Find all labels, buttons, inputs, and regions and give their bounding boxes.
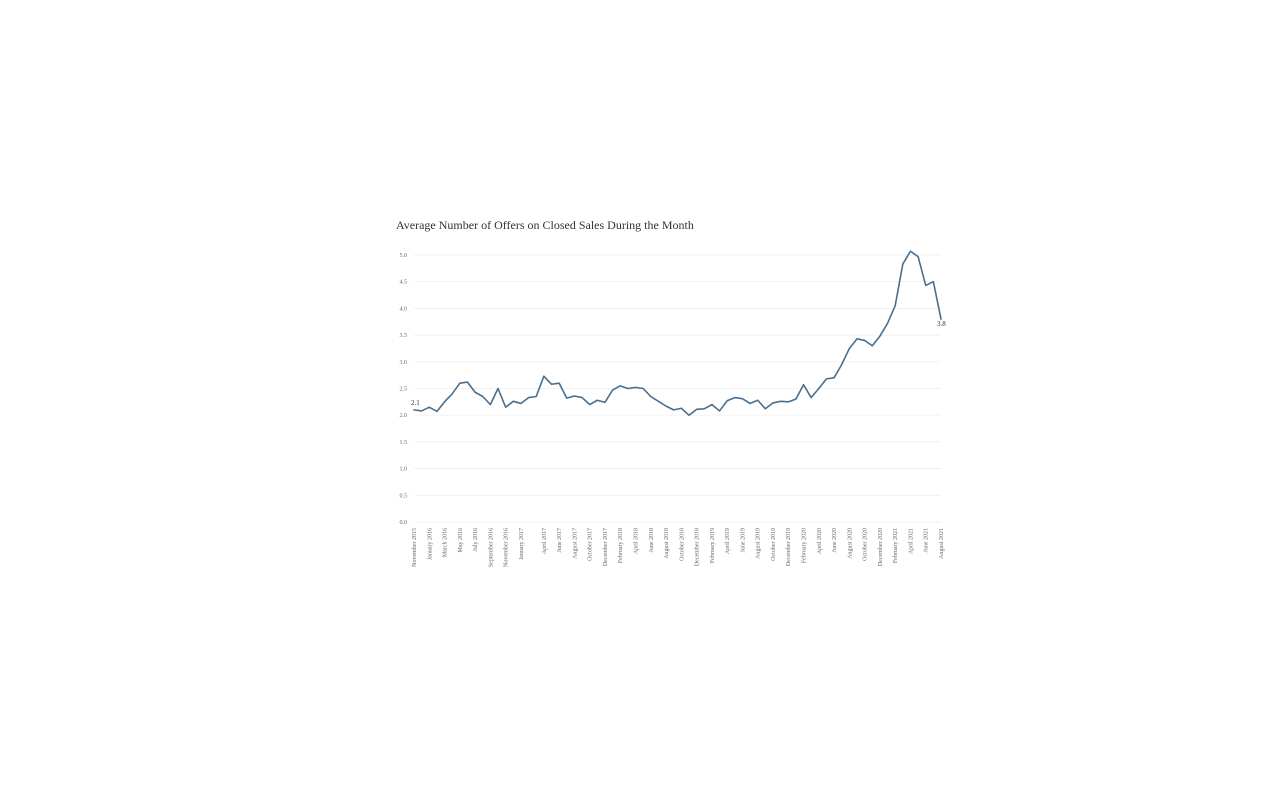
x-tick-label: January 2016 <box>427 528 433 560</box>
x-tick-label: December 2018 <box>695 528 701 566</box>
x-tick-label: May 2016 <box>458 528 464 553</box>
x-tick-label: December 2017 <box>603 528 609 566</box>
x-tick-label: July 2016 <box>473 528 479 552</box>
x-tick-label: June 2019 <box>740 528 746 553</box>
x-tick-label: October 2017 <box>588 528 594 561</box>
y-tick-label: 0.5 <box>400 493 408 499</box>
x-tick-label: November 2016 <box>504 528 510 567</box>
x-tick-label: February 2019 <box>710 528 716 563</box>
y-tick-label: 0.0 <box>400 520 408 526</box>
x-tick-label: June 2017 <box>557 528 563 553</box>
x-tick-label: December 2020 <box>878 528 884 566</box>
line-chart: 0.0 0.5 1.0 1.5 2.0 2.5 3.0 3.5 4.0 4.5 5.0 Novemb… <box>400 250 946 567</box>
x-tick-label: December 2019 <box>786 528 792 566</box>
x-tick-label: October 2020 <box>863 528 869 561</box>
x-tick-label: June 2018 <box>649 528 655 553</box>
x-tick-label: April 2020 <box>817 528 823 554</box>
chart-title: Average Number of Offers on Closed Sales… <box>396 218 694 232</box>
grid-lines <box>414 254 941 523</box>
x-tick-label: January 2017 <box>519 528 525 560</box>
x-tick-label: November 2015 <box>412 528 418 567</box>
series-layer <box>413 250 942 416</box>
y-tick-label: 3.5 <box>400 333 408 339</box>
y-tick-label: 2.5 <box>400 387 408 393</box>
y-tick-label: 4.5 <box>400 280 408 286</box>
chart-card: 0.0 0.5 1.0 1.5 2.0 2.5 3.0 3.5 4.0 4.5 5.0 Novemb… <box>388 210 958 590</box>
x-tick-label: September 2016 <box>488 528 494 567</box>
series-line <box>413 250 942 416</box>
data-label: 2.1 <box>411 399 420 407</box>
y-tick-label: 4.0 <box>400 306 408 312</box>
y-tick-label: 2.0 <box>400 413 408 419</box>
y-tick-label: 3.0 <box>400 360 408 366</box>
y-tick-label: 5.0 <box>400 253 408 259</box>
x-tick-label: June 2021 <box>924 528 930 553</box>
x-tick-label: February 2021 <box>893 528 899 563</box>
x-tick-label: June 2020 <box>832 528 838 553</box>
x-tick-label: August 2020 <box>847 528 853 559</box>
x-tick-label: August 2018 <box>664 528 670 559</box>
data-labels: 2.1 3.8 <box>411 320 946 407</box>
y-tick-label: 1.5 <box>400 440 408 446</box>
x-tick-label: February 2020 <box>802 528 808 563</box>
x-tick-label: February 2018 <box>618 528 624 563</box>
y-axis-ticks: 0.0 0.5 1.0 1.5 2.0 2.5 3.0 3.5 4.0 4.5 5.0 <box>400 253 408 526</box>
x-tick-label: August 2019 <box>756 528 762 559</box>
x-tick-label: April 2019 <box>725 528 731 554</box>
x-tick-label: April 2017 <box>542 528 548 554</box>
x-tick-label: April 2018 <box>633 528 639 554</box>
x-tick-label: August 2021 <box>939 528 945 559</box>
data-label: 3.8 <box>937 320 946 328</box>
x-tick-label: October 2018 <box>679 528 685 561</box>
x-tick-label: April 2021 <box>908 528 914 554</box>
x-tick-label: March 2016 <box>443 528 449 557</box>
y-tick-label: 1.0 <box>400 467 408 473</box>
x-tick-label: August 2017 <box>572 528 578 559</box>
x-tick-label: October 2019 <box>771 528 777 561</box>
x-axis-ticks: November 2015 January 2016 March 2016 May 2… <box>412 528 945 567</box>
